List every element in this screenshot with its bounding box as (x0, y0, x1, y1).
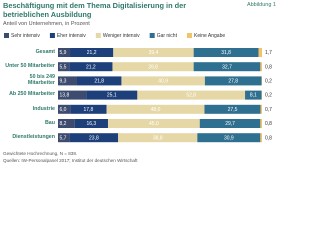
legend-swatch (186, 33, 192, 38)
legend-label: Weniger intensiv (103, 33, 140, 39)
value-label: 29,7 (225, 121, 235, 127)
bar-segment (121, 76, 205, 86)
value-label: 0,2 (265, 79, 272, 85)
category-label: Industrie (32, 105, 55, 112)
category-label: Dienstleistungen (12, 133, 55, 140)
value-label: 30,9 (224, 135, 234, 141)
legend-label: Gar nicht (157, 33, 178, 39)
legend-swatch (95, 33, 101, 38)
category-label: Ab 250 Mitarbeiter (9, 91, 55, 98)
value-label: 39,8 (148, 64, 158, 70)
bar-segment (58, 48, 71, 57)
footnote: Quellen: IW-Personalpanel 2017; Institut… (3, 158, 138, 163)
value-label: 9,3 (60, 79, 67, 85)
bar-segment (113, 48, 194, 57)
legend-label: Sehr intensiv (11, 33, 40, 39)
value-label: 5,5 (60, 64, 67, 70)
value-label: 0,8 (265, 121, 272, 127)
value-label: 0,8 (265, 135, 272, 141)
value-label: 8,2 (60, 121, 67, 127)
bar-segment (58, 133, 70, 143)
bar-segment (118, 133, 198, 143)
bar-segment (245, 90, 262, 100)
value-label: 32,7 (222, 64, 232, 70)
bar-segment (260, 119, 262, 128)
legend-label: Eher intensiv (57, 33, 86, 39)
subtitle: Anteil von Unternehmen, in Prozent (3, 21, 90, 27)
bar-segment (70, 48, 114, 57)
legend-label: Keine Angabe (194, 33, 225, 39)
value-label: 27,5 (228, 107, 238, 113)
category-label: Bau (44, 119, 55, 126)
bar-segment (58, 90, 87, 100)
bar-segment (76, 76, 122, 86)
figure-label: Abbildung 1 (246, 2, 276, 8)
legend-swatch (49, 33, 55, 38)
category-label: 50 bis 249 Mitarbeiter (27, 74, 55, 86)
bar-segment (204, 76, 262, 86)
value-label: 0,8 (265, 64, 272, 70)
bar-segment (58, 76, 77, 86)
bar-segment (58, 62, 70, 72)
bar-segment (86, 90, 138, 100)
chart: Sehr intensiv Eher intensiv Weniger intens… (4, 33, 272, 143)
value-label: 23,8 (89, 135, 99, 141)
value-label: 0,2 (265, 93, 272, 99)
bar-segment (58, 119, 75, 128)
bar-segment (260, 133, 262, 143)
value-label: 5,7 (60, 135, 67, 141)
bar-segment (260, 62, 262, 72)
value-label: 25,1 (107, 93, 117, 99)
value-label: 1,7 (265, 50, 272, 56)
value-label: 21,8 (94, 79, 104, 85)
value-label: 17,8 (84, 107, 94, 113)
bar-segment (74, 119, 108, 128)
category-label: Gesamt (35, 48, 55, 55)
bar-segment (199, 119, 261, 128)
bar-segment (107, 119, 200, 128)
bar-segment (69, 62, 113, 72)
bar-segment (197, 133, 261, 143)
bar-segment (260, 104, 262, 114)
bar-segment (69, 133, 119, 143)
value-label: 13,8 (60, 93, 70, 99)
value-label: 40,9 (158, 79, 168, 85)
chart-title: Beschäftigung mit dem Thema Digitalisier… (3, 1, 187, 19)
value-label: 39,4 (149, 50, 159, 56)
bar-segment (193, 62, 261, 72)
value-label: 52,8 (186, 93, 196, 99)
page: {"chart_data":{"type":"stacked-barh", "t… (3, 1, 276, 163)
legend-swatch (149, 33, 155, 38)
value-label: 31,8 (221, 50, 231, 56)
value-label: 0,7 (265, 107, 272, 113)
value-label: 5,9 (60, 50, 67, 56)
value-label: 45,0 (149, 121, 159, 127)
bar-segment (137, 90, 246, 100)
bar-segment (58, 104, 71, 114)
footnote: Gewichtete Hochrechnung, N = 838. (3, 151, 78, 156)
bar-segment (70, 104, 107, 114)
value-label: 16,3 (86, 121, 96, 127)
value-label: 21,2 (87, 50, 97, 56)
value-label: 38,8 (153, 135, 163, 141)
value-label: 48,0 (151, 107, 161, 113)
value-label: 21,2 (86, 64, 96, 70)
bar-segment (193, 48, 259, 57)
bar-segment (112, 62, 194, 72)
bar-segment (204, 104, 261, 114)
value-label: 6,0 (60, 107, 67, 113)
category-label: Unter 50 Mitarbeiter (5, 62, 55, 69)
legend-swatch (4, 33, 9, 38)
value-label: 8,1 (250, 93, 257, 99)
bar-segment (258, 48, 262, 57)
value-label: 27,8 (228, 79, 238, 85)
bar-segment (106, 104, 205, 114)
